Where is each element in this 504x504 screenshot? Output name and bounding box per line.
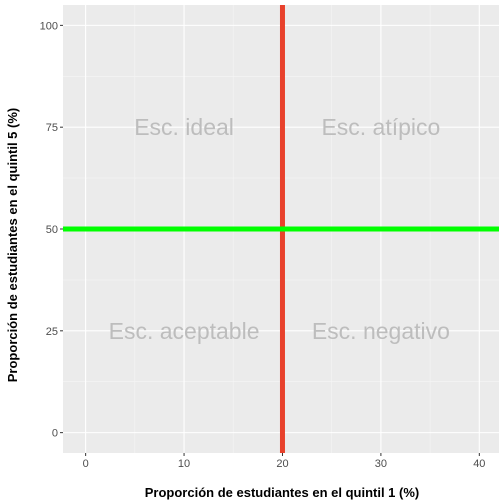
region-label: Esc. ideal (134, 114, 234, 140)
y-axis-title: Proporción de estudiantes en el quintil … (5, 108, 20, 382)
region-label: Esc. negativo (312, 318, 450, 344)
region-label: Esc. atípico (321, 114, 440, 140)
x-tick-label: 20 (276, 458, 288, 470)
y-axis: 0 25 50 75 100 (40, 20, 63, 439)
x-tick-label: 10 (178, 458, 190, 470)
y-tick-label: 25 (46, 326, 58, 338)
y-tick-label: 0 (52, 428, 58, 440)
region-label: Esc. aceptable (109, 318, 260, 344)
y-tick-label: 50 (46, 224, 58, 236)
x-axis: 0 10 20 30 40 (83, 453, 486, 470)
x-tick-label: 40 (473, 458, 485, 470)
x-tick-label: 30 (375, 458, 387, 470)
x-tick-label: 0 (83, 458, 89, 470)
x-axis-title: Proporción de estudiantes en el quintil … (145, 485, 419, 500)
y-tick-label: 100 (40, 20, 58, 32)
y-tick-label: 75 (46, 122, 58, 134)
